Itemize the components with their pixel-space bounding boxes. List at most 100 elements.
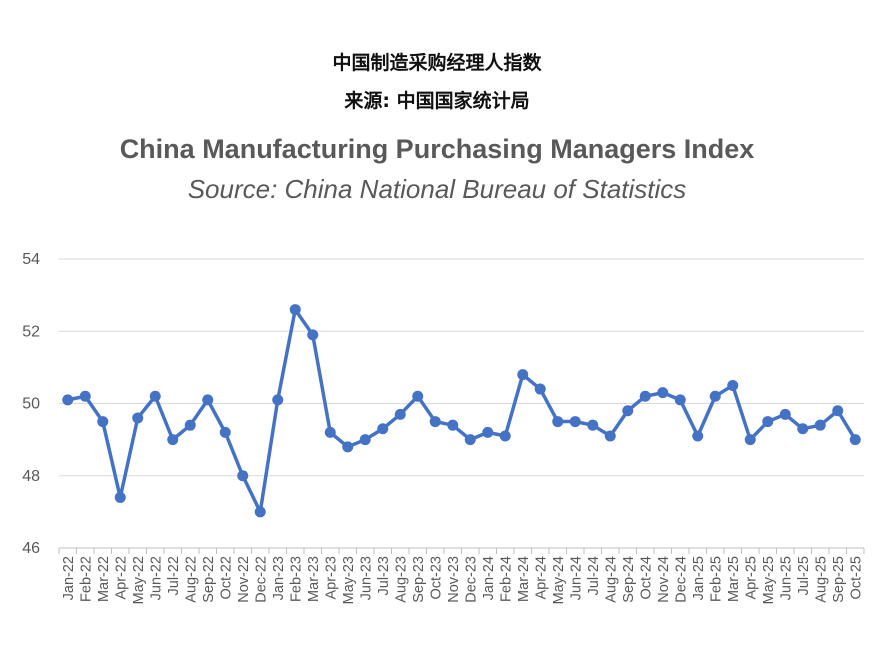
data-point bbox=[587, 419, 599, 431]
x-tick-label: May-23 bbox=[341, 556, 357, 604]
data-point bbox=[552, 416, 564, 428]
x-tick-label: Oct-24 bbox=[638, 556, 654, 600]
data-point bbox=[307, 329, 319, 341]
x-tick-label: Sep-23 bbox=[411, 556, 427, 603]
data-point bbox=[832, 405, 844, 417]
x-tick-label: Aug-23 bbox=[393, 556, 409, 603]
x-axis-tick-labels: Jan-22 Feb-22 Mar-22 Apr-22 May-22 Jun-22 Jul-… bbox=[61, 556, 865, 604]
data-point bbox=[254, 506, 266, 518]
data-point bbox=[237, 470, 249, 482]
data-point bbox=[149, 390, 161, 402]
x-tick-label: Aug-22 bbox=[183, 556, 199, 603]
x-tick-label: Jun-22 bbox=[148, 556, 164, 600]
y-tick-label: 52 bbox=[22, 323, 40, 340]
data-point bbox=[569, 416, 581, 428]
data-point bbox=[167, 434, 179, 446]
data-point bbox=[377, 423, 389, 435]
x-tick-label: Apr-22 bbox=[113, 556, 129, 600]
x-tick-label: May-24 bbox=[551, 556, 567, 604]
data-point bbox=[412, 390, 424, 402]
data-point bbox=[762, 416, 774, 428]
x-tick-label: Apr-25 bbox=[743, 556, 759, 600]
data-point bbox=[219, 426, 231, 438]
x-tick-label: May-22 bbox=[131, 556, 147, 604]
x-tick-label: Nov-24 bbox=[656, 556, 672, 603]
x-tick-label: Dec-23 bbox=[463, 556, 479, 603]
x-tick-label: Oct-25 bbox=[848, 556, 864, 600]
data-point bbox=[604, 430, 616, 442]
x-tick-label: Sep-22 bbox=[201, 556, 217, 603]
data-point bbox=[114, 491, 126, 503]
data-point bbox=[517, 369, 529, 381]
data-point bbox=[272, 394, 284, 406]
chart-subtitle-chinese: 来源: 中国国家统计局 bbox=[344, 90, 530, 112]
x-tick-label: Mar-25 bbox=[726, 556, 742, 602]
data-point bbox=[692, 430, 704, 442]
data-point bbox=[79, 390, 91, 402]
data-point bbox=[622, 405, 634, 417]
x-tick-label: Apr-24 bbox=[533, 556, 549, 600]
x-tick-label: Oct-22 bbox=[218, 556, 234, 600]
x-tick-label: Jan-24 bbox=[481, 556, 497, 600]
data-point bbox=[639, 390, 651, 402]
pmi-series-line bbox=[67, 307, 857, 514]
data-point bbox=[342, 441, 354, 453]
data-point bbox=[447, 419, 459, 431]
x-tick-label: Feb-25 bbox=[708, 556, 724, 602]
data-point bbox=[62, 394, 74, 406]
data-point bbox=[674, 394, 686, 406]
chart-title-chinese: 中国制造采购经理人指数 bbox=[332, 52, 542, 74]
x-tick-label: Aug-24 bbox=[603, 556, 619, 603]
y-tick-label: 46 bbox=[22, 540, 40, 557]
data-point bbox=[289, 304, 301, 316]
x-tick-label: May-25 bbox=[761, 556, 777, 604]
x-tick-label: Jan-25 bbox=[691, 556, 707, 600]
x-tick-label: Apr-23 bbox=[323, 556, 339, 600]
x-tick-label: Nov-23 bbox=[446, 556, 462, 603]
x-tick-label: Jan-23 bbox=[271, 556, 287, 600]
data-point bbox=[779, 408, 791, 420]
data-point bbox=[482, 426, 494, 438]
x-axis bbox=[58, 547, 865, 554]
x-tick-label: Mar-24 bbox=[516, 556, 532, 602]
x-tick-label: Mar-22 bbox=[96, 556, 112, 602]
data-point bbox=[359, 434, 371, 446]
x-tick-label: Jun-25 bbox=[778, 556, 794, 600]
chart-title: China Manufacturing Purchasing Managers … bbox=[119, 134, 755, 164]
x-tick-label: Mar-23 bbox=[306, 556, 322, 602]
data-point bbox=[709, 390, 721, 402]
y-axis-tick-labels: 46 48 50 52 54 bbox=[22, 251, 40, 557]
data-point bbox=[184, 419, 196, 431]
x-tick-label: Jul-24 bbox=[586, 556, 602, 596]
data-point bbox=[394, 408, 406, 420]
x-tick-label: Jan-22 bbox=[61, 556, 77, 600]
pmi-series bbox=[62, 304, 861, 518]
y-tick-label: 50 bbox=[22, 396, 40, 413]
y-tick-label: 48 bbox=[22, 468, 40, 485]
data-point bbox=[97, 416, 109, 428]
x-tick-label: Jun-23 bbox=[358, 556, 374, 600]
chart-subtitle: Source: China National Bureau of Statist… bbox=[187, 174, 687, 204]
x-tick-label: Feb-22 bbox=[78, 556, 94, 602]
x-tick-label: Sep-25 bbox=[831, 556, 847, 603]
data-point bbox=[464, 434, 476, 446]
data-point bbox=[324, 426, 336, 438]
x-tick-label: Feb-24 bbox=[498, 556, 514, 602]
data-point bbox=[499, 430, 511, 442]
x-tick-label: Jul-23 bbox=[376, 556, 392, 596]
x-tick-label: Jun-24 bbox=[568, 556, 584, 600]
x-tick-label: Oct-23 bbox=[428, 556, 444, 600]
gridlines bbox=[59, 258, 864, 477]
x-tick-label: Jul-22 bbox=[166, 556, 182, 596]
data-point bbox=[814, 419, 826, 431]
data-point bbox=[202, 394, 214, 406]
data-point bbox=[849, 434, 861, 446]
x-tick-label: Jul-25 bbox=[796, 556, 812, 596]
x-tick-label: Aug-25 bbox=[813, 556, 829, 603]
data-point bbox=[727, 379, 739, 391]
x-tick-label: Dec-22 bbox=[253, 556, 269, 603]
y-tick-label: 54 bbox=[22, 251, 40, 268]
data-point bbox=[797, 423, 809, 435]
x-tick-label: Feb-23 bbox=[288, 556, 304, 602]
